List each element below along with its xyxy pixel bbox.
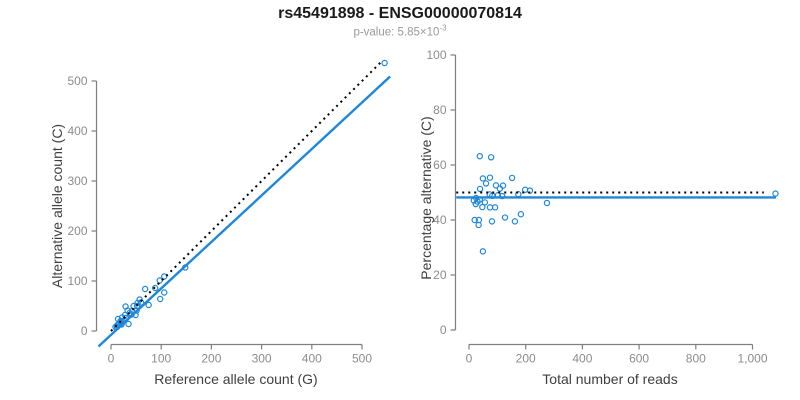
x-tick-label: 500 bbox=[352, 352, 372, 366]
data-point bbox=[491, 204, 499, 211]
data-point bbox=[487, 154, 495, 161]
data-point bbox=[471, 216, 478, 224]
identity-reference-line bbox=[110, 61, 382, 332]
y-tick-label: 200 bbox=[67, 224, 87, 238]
data-point bbox=[772, 190, 779, 197]
y-tick-label: 100 bbox=[67, 274, 87, 288]
data-point bbox=[511, 218, 519, 225]
data-point bbox=[496, 185, 504, 192]
data-point bbox=[151, 284, 159, 292]
data-point bbox=[501, 214, 509, 221]
data-point bbox=[482, 180, 490, 187]
x-tick-label: 0 bbox=[108, 352, 115, 366]
x-tick-label: 400 bbox=[572, 352, 592, 366]
x-tick-label: 200 bbox=[201, 352, 221, 366]
data-point bbox=[475, 221, 482, 229]
right-plot-y-axis-title: Percentage alternative (C) bbox=[418, 116, 434, 280]
data-point bbox=[499, 182, 507, 189]
data-point bbox=[133, 302, 141, 310]
pvalue-text: p-value: 5.85×10 bbox=[353, 26, 440, 39]
x-tick-label: 0 bbox=[466, 352, 473, 366]
y-tick-label: 500 bbox=[67, 74, 87, 88]
data-point bbox=[481, 199, 489, 206]
data-point bbox=[486, 174, 494, 181]
data-point bbox=[117, 317, 124, 325]
x-tick-label: 400 bbox=[302, 352, 322, 366]
y-tick-label: 0 bbox=[440, 323, 447, 337]
data-point bbox=[508, 174, 516, 182]
x-tick-label: 800 bbox=[686, 352, 706, 366]
data-point bbox=[479, 175, 487, 182]
y-tick-label: 20 bbox=[433, 268, 447, 282]
data-point bbox=[156, 295, 164, 303]
left-plot-x-axis-title: Reference allele count (G) bbox=[154, 371, 318, 387]
x-tick-label: 100 bbox=[151, 352, 171, 366]
data-point bbox=[543, 199, 551, 207]
left-plot-y-axis-title: Alternative allele count (C) bbox=[49, 123, 65, 289]
right-plot-x-axis-title: Total number of reads bbox=[542, 371, 678, 387]
plot-subtitle: p-value: 5.85×10-3 bbox=[353, 24, 446, 39]
pvalue-exponent: -3 bbox=[439, 23, 447, 33]
x-tick-label: 1,000 bbox=[737, 352, 767, 366]
data-point bbox=[145, 301, 152, 309]
data-point bbox=[128, 307, 136, 315]
x-tick-label: 200 bbox=[516, 352, 536, 366]
y-tick-label: 400 bbox=[67, 124, 87, 138]
regression-fit-line bbox=[97, 75, 391, 348]
data-point bbox=[125, 320, 132, 328]
y-tick-label: 300 bbox=[67, 174, 87, 188]
data-point bbox=[479, 203, 486, 211]
data-point bbox=[488, 218, 496, 225]
plot-title: rs45491898 - ENSG00000070814 bbox=[278, 5, 522, 22]
data-point bbox=[381, 59, 388, 67]
y-tick-label: 60 bbox=[433, 158, 447, 172]
data-point bbox=[476, 185, 484, 193]
data-point bbox=[479, 248, 487, 255]
data-point bbox=[486, 204, 494, 211]
x-tick-label: 300 bbox=[252, 352, 272, 366]
data-point bbox=[498, 192, 506, 200]
data-point bbox=[492, 182, 500, 189]
x-tick-label: 600 bbox=[629, 352, 649, 366]
data-point bbox=[517, 211, 525, 218]
y-tick-label: 0 bbox=[81, 324, 88, 338]
data-point bbox=[161, 289, 168, 296]
y-tick-label: 40 bbox=[433, 213, 447, 227]
data-point bbox=[476, 152, 483, 160]
y-tick-label: 100 bbox=[426, 48, 446, 62]
data-point bbox=[156, 277, 163, 284]
data-point bbox=[141, 285, 149, 293]
data-point bbox=[161, 273, 168, 280]
y-tick-label: 80 bbox=[433, 103, 447, 117]
